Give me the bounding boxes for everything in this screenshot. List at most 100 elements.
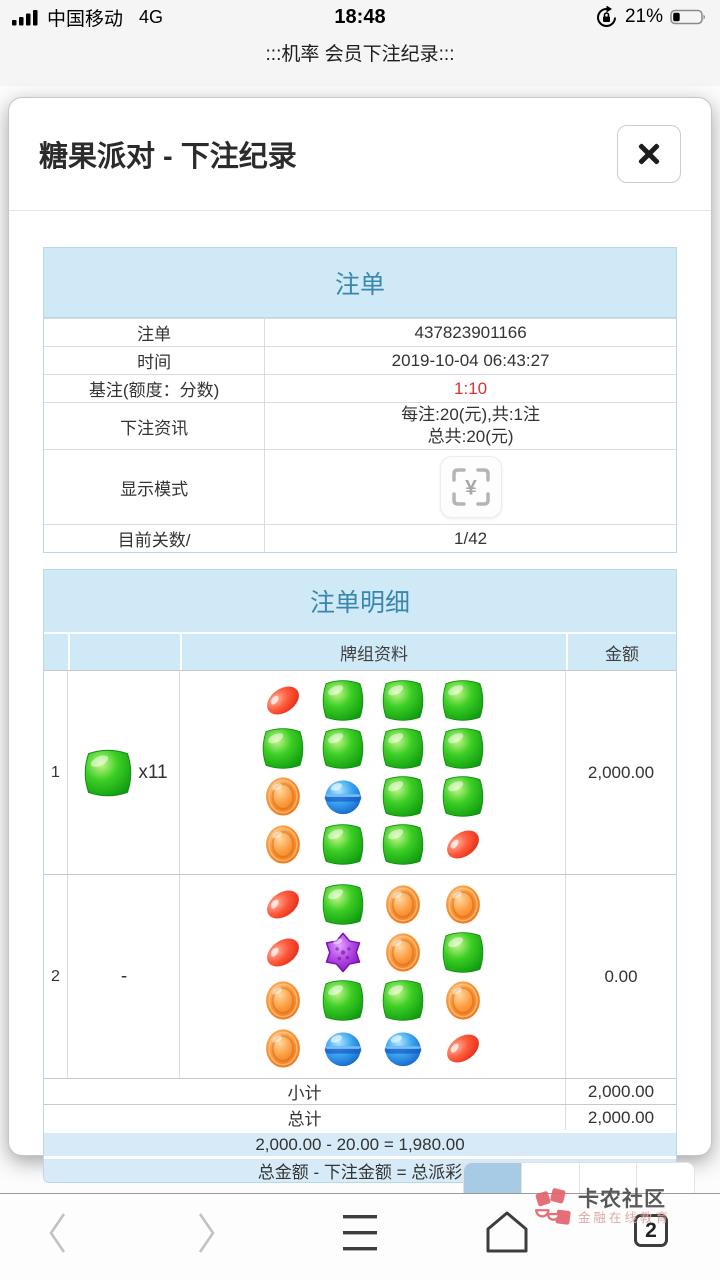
candy-green-icon (322, 824, 363, 865)
candy-blue-icon (324, 1032, 361, 1067)
bet-info-value: 每注:20(元),共:1注 总共:20(元) (265, 403, 676, 449)
candy-purple-icon (325, 932, 360, 973)
candy-red-icon (261, 680, 304, 721)
page-segment-2[interactable] (520, 1163, 579, 1197)
tab-counter-box: 2 (634, 1214, 668, 1247)
row-label: 下注资讯 (44, 403, 266, 449)
candy-red-icon (261, 932, 304, 973)
bet-time-value: 2019-10-04 06:43:27 (391, 350, 550, 370)
candy-green-icon (382, 980, 423, 1021)
row-index: 2 (44, 875, 68, 1078)
details-column-header: 牌组资料 金额 (44, 634, 676, 670)
bet-id-value: 437823901166 (414, 322, 527, 342)
candy-orange-icon (264, 1028, 301, 1069)
table-row: 基注(额度：分数) 1:10 (44, 374, 676, 402)
candy-green-icon (442, 680, 483, 721)
detail-row: 1 x11 2,000.00 (44, 670, 676, 874)
candy-blue-icon (324, 780, 361, 815)
bet-details-table: 注单明细 牌组资料 金额 1 x11 2,000.00 (43, 569, 677, 1183)
top-strip: 中国移动 4G 18:48 21% :::机率 会员下注纪录::: (0, 0, 720, 86)
tabs-button[interactable]: 2 (634, 1214, 668, 1247)
close-icon (637, 142, 661, 166)
page-segment-1[interactable] (464, 1163, 521, 1197)
subtotal-value: 2,000.00 (587, 1081, 655, 1101)
candy-orange-icon (264, 824, 301, 865)
candy-grid (258, 677, 488, 868)
back-button[interactable] (48, 1212, 66, 1259)
bet-summary-table: 注单 注单 437823901166 时间 2019-10-04 06:43:2… (43, 247, 677, 553)
yuan-scan-frame-icon: ¥ (451, 468, 490, 506)
bet-info-line1: 每注:20(元),共:1注 (401, 405, 541, 424)
bet-details-title: 注单明细 (44, 570, 676, 634)
candy-green-icon (442, 776, 483, 817)
table-row: 显示模式 ¥ (44, 449, 676, 524)
multiplier-column-header (68, 634, 180, 670)
chevron-right-icon (198, 1213, 215, 1253)
bet-info-line2: 总共:20(元) (427, 427, 514, 446)
candy-green-icon (382, 680, 423, 721)
row-label: 时间 (44, 347, 266, 374)
modal-header: 糖果派对 - 下注纪录 (9, 98, 711, 211)
total-label: 总计 (44, 1105, 566, 1130)
display-mode-button[interactable]: ¥ (439, 456, 502, 518)
row-amount: 2,000.00 (587, 762, 655, 782)
candy-green-icon (382, 776, 423, 817)
candy-red-icon (441, 1028, 484, 1069)
payout-calculation: 2,000.00 - 20.00 = 1,980.00 (44, 1130, 676, 1156)
candy-green-icon (322, 884, 363, 925)
candy-orange-icon (444, 980, 481, 1021)
candy-green-icon (262, 728, 303, 769)
multiplier-candy (79, 746, 137, 800)
close-button[interactable] (617, 125, 681, 183)
candy-orange-icon (444, 884, 481, 925)
candy-green-icon (322, 680, 363, 721)
bet-summary-title: 注单 (44, 248, 676, 318)
battery-percent-label: 21% (624, 6, 663, 27)
battery-icon (670, 9, 705, 25)
candy-green-icon (382, 824, 423, 865)
table-row: 时间 2019-10-04 06:43:27 (44, 346, 676, 374)
table-row: 注单 437823901166 (44, 318, 676, 346)
multiplier-label: - (120, 965, 128, 987)
subtotal-row: 小计 2,000.00 (44, 1078, 676, 1104)
row-label: 显示模式 (44, 450, 266, 524)
network-type-label: 4G (139, 6, 164, 27)
subtotal-label: 小计 (44, 1079, 566, 1104)
group-column-header: 牌组资料 (180, 634, 566, 670)
index-column-header (44, 634, 68, 670)
candy-grid (258, 881, 488, 1072)
total-row: 总计 2,000.00 (44, 1104, 676, 1130)
detail-row: 2 - 0.00 (44, 874, 676, 1078)
candy-green-icon (442, 932, 483, 973)
level-progress-value: 1/42 (454, 528, 488, 548)
table-row: 目前关数/ 1/42 (44, 524, 676, 552)
yuan-symbol: ¥ (465, 477, 477, 500)
modal-body: 注单 注单 437823901166 时间 2019-10-04 06:43:2… (9, 211, 711, 1183)
base-bet-ratio-value: 1:10 (454, 378, 488, 398)
forward-button[interactable] (198, 1212, 216, 1259)
total-value: 2,000.00 (587, 1107, 655, 1127)
menu-button[interactable] (342, 1213, 378, 1258)
page-title: :::机率 会员下注纪录::: (265, 44, 455, 65)
home-button[interactable] (484, 1209, 530, 1260)
modal-title: 糖果派对 - 下注纪录 (39, 141, 297, 173)
row-amount: 0.00 (604, 966, 638, 986)
candy-blue-icon (384, 1032, 421, 1067)
page-segment-3[interactable] (578, 1163, 637, 1197)
row-label: 基注(额度：分数) (44, 375, 266, 402)
browser-nav-bar: 2 (0, 1193, 720, 1280)
carrier-label: 中国移动 (47, 8, 124, 30)
candy-green-icon (85, 749, 132, 796)
candy-green-icon (382, 728, 423, 769)
candy-green-icon (322, 980, 363, 1021)
row-label: 目前关数/ (44, 525, 266, 552)
candy-red-icon (261, 884, 304, 925)
table-row: 下注资讯 每注:20(元),共:1注 总共:20(元) (44, 402, 676, 449)
chevron-left-icon (49, 1213, 66, 1253)
page-segment-4[interactable] (636, 1163, 694, 1197)
multiplier-cell: x11 (68, 671, 180, 874)
candy-green-icon (322, 728, 363, 769)
multiplier-cell: - (68, 875, 180, 1078)
candy-red-icon (441, 824, 484, 865)
status-bar: 中国移动 4G 18:48 21% (0, 0, 720, 34)
